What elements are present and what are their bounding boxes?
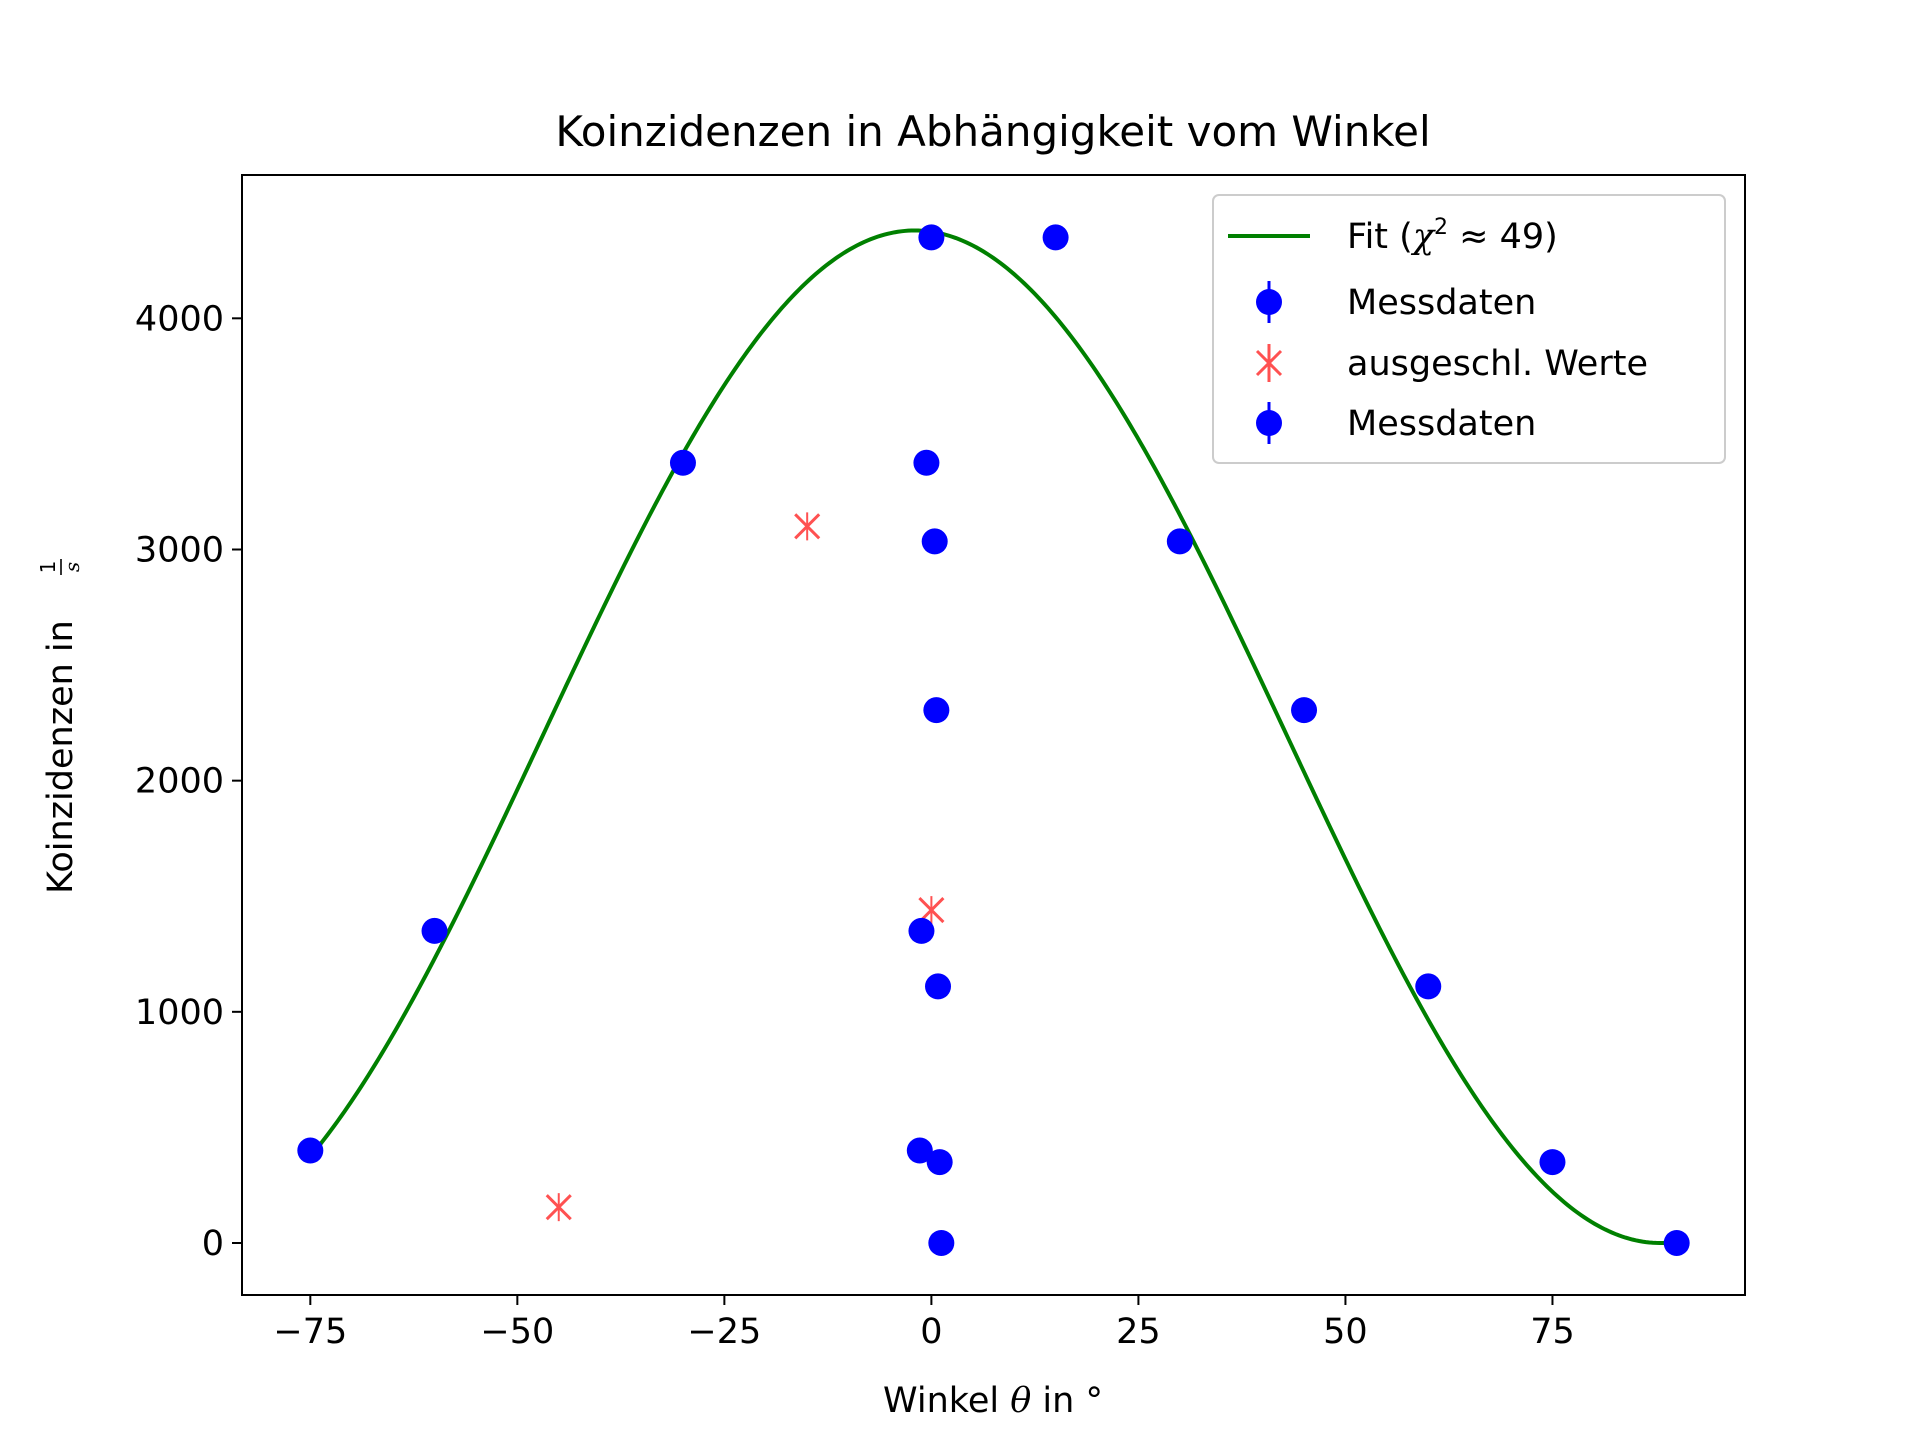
y-axis-label-text: Koinzidenzen in: [41, 620, 81, 894]
y-tick-label: 0: [202, 1224, 224, 1264]
y-tick-label: 1000: [135, 993, 224, 1033]
legend-messdaten-label: Messdaten: [1347, 283, 1536, 323]
data-point-excluded: [794, 512, 821, 541]
legend-fit-label: Fit (χ2 ≈ 49): [1347, 215, 1558, 257]
axes-frame: [241, 174, 1746, 1296]
legend-excluded-marker: [1255, 344, 1283, 382]
fit-curve: [308, 228, 1677, 1245]
y-axis-label-fraction-numerator: 1: [36, 561, 60, 574]
data-point-messdaten: [1042, 224, 1069, 251]
data-point-messdaten: [908, 917, 935, 944]
y-axis-label: Koinzidenzen in 1 s: [36, 559, 84, 894]
data-point-messdaten: [928, 1229, 955, 1256]
data-point-messdaten: [1291, 697, 1318, 724]
data-point-messdaten: [669, 449, 696, 476]
legend-excluded-label: ausgeschl. Werte: [1347, 344, 1648, 384]
data-point-messdaten: [1663, 1229, 1690, 1256]
data-point-messdaten: [913, 449, 940, 476]
chart-title: Koinzidenzen in Abhängigkeit vom Winkel: [555, 107, 1430, 156]
x-tick-label: 25: [1116, 1312, 1161, 1352]
legend: Fit (χ2 ≈ 49) Messdaten ausgeschl. Werte…: [1212, 194, 1726, 464]
legend-messdaten-label-2: Messdaten: [1347, 404, 1536, 444]
data-point-messdaten: [925, 973, 952, 1000]
legend-messdaten-marker: [1256, 281, 1282, 323]
data-point-messdaten: [421, 917, 448, 944]
x-axis: −75 −50 −25 0 25 50 75: [273, 1295, 1575, 1352]
x-tick-label: 0: [920, 1312, 942, 1352]
x-tick-label: 50: [1323, 1312, 1368, 1352]
data-point-messdaten: [923, 697, 950, 724]
data-point-messdaten: [1166, 528, 1193, 555]
x-axis-label: Winkel θ in °: [883, 1381, 1103, 1421]
x-tick-label: 75: [1530, 1312, 1575, 1352]
y-axis-label-fraction-denominator: s: [60, 562, 84, 572]
data-point-messdaten: [297, 1137, 324, 1164]
data-point-messdaten: [921, 528, 948, 555]
legend-messdaten-marker-2: [1256, 402, 1282, 444]
y-tick-label: 3000: [135, 530, 224, 570]
y-tick-label: 2000: [135, 762, 224, 802]
plot-area: [297, 224, 1690, 1256]
data-point-messdaten: [926, 1149, 953, 1176]
data-point-messdaten: [918, 224, 945, 251]
y-tick-label: 4000: [135, 299, 224, 339]
data-point-excluded: [545, 1193, 572, 1222]
data-point-messdaten: [906, 1137, 933, 1164]
x-tick-label: −50: [480, 1312, 554, 1352]
data-point-messdaten: [1539, 1149, 1566, 1176]
x-tick-label: −75: [273, 1312, 347, 1352]
legend-box: [1212, 194, 1726, 464]
y-axis: 0 1000 2000 3000 4000: [135, 299, 242, 1264]
data-point-messdaten: [1415, 973, 1442, 1000]
x-tick-label: −25: [687, 1312, 761, 1352]
